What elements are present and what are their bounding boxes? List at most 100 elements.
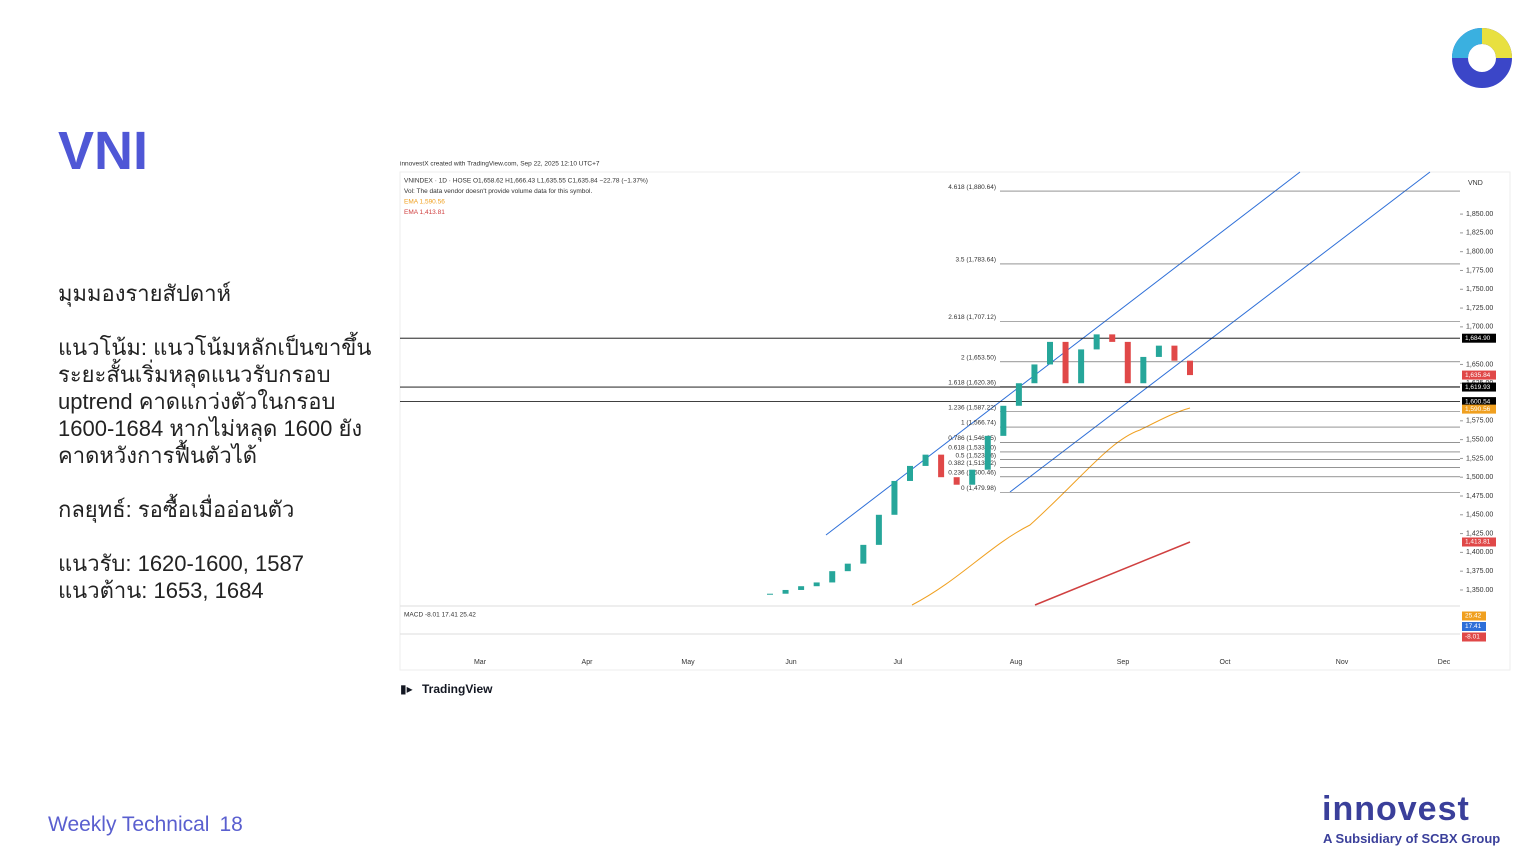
macd-tag-label: 25.42 <box>1465 613 1482 620</box>
price-tag <box>1462 370 1496 380</box>
fib-label: 4.618 (1,880.64) <box>948 184 996 191</box>
legend-line: EMA 1,590.56 <box>404 199 445 206</box>
macd-tag <box>1462 632 1486 642</box>
tagline: A Subsidiary of SCBX Group <box>1323 831 1501 846</box>
candle <box>829 571 836 583</box>
chart-frame <box>399 171 1511 671</box>
channel-line <box>1009 171 1431 493</box>
candle <box>969 469 976 485</box>
macd-tag-label: -8.01 <box>1465 634 1480 641</box>
ema-line <box>1034 541 1191 606</box>
y-tick-label: 1,475.00 <box>1466 493 1493 500</box>
y-tick-label: 1,450.00 <box>1466 512 1493 519</box>
candle <box>1187 360 1193 376</box>
x-tick-label: Dec <box>1438 659 1451 666</box>
y-tick-label: 1,725.00 <box>1466 305 1493 312</box>
paragraph: มุมมองรายสัปดาห์ <box>58 281 232 306</box>
y-tick-label: 1,525.00 <box>1466 455 1493 462</box>
candle <box>813 582 820 587</box>
price-tag <box>1462 537 1496 547</box>
candle <box>1000 405 1007 436</box>
price-tag-label: 1,684.90 <box>1465 335 1491 342</box>
macd-tag <box>1462 622 1486 631</box>
candle <box>984 435 991 470</box>
y-tick-label: 1,825.00 <box>1466 230 1493 237</box>
y-tick-label: 1,650.00 <box>1466 361 1493 368</box>
price-tag-label: 1,619.93 <box>1465 384 1491 391</box>
candle <box>767 593 773 595</box>
price-tag <box>1462 404 1496 414</box>
fib-label: 0.786 (1,546.35) <box>948 435 996 442</box>
currency: VND <box>1468 180 1483 187</box>
y-tick-label: 1,375.00 <box>1466 568 1493 575</box>
x-tick-label: Sep <box>1117 659 1130 666</box>
paragraph: กลยุทธ์: รอซื้อเมื่ออ่อนตัว <box>58 497 295 522</box>
fib-label: 1.236 (1,587.22) <box>948 404 996 411</box>
candle <box>953 477 960 485</box>
y-tick-label: 1,850.00 <box>1466 211 1493 218</box>
y-tick-label: 1,350.00 <box>1466 587 1493 594</box>
footer: Weekly Technical 18 <box>48 813 243 837</box>
logo-arc <box>1481 28 1512 59</box>
fib-label: 0.382 (1,513.12) <box>948 460 996 467</box>
candle <box>891 480 898 515</box>
price-tag-label: 1,635.84 <box>1465 372 1491 379</box>
candle <box>1062 341 1069 384</box>
candle <box>922 454 929 466</box>
x-tick-label: Mar <box>474 659 487 666</box>
y-tick-label: 1,550.00 <box>1466 436 1493 443</box>
candle <box>938 454 945 478</box>
x-tick-label: Aug <box>1010 659 1023 666</box>
candle <box>798 586 805 590</box>
y-tick-label: 1,425.00 <box>1466 530 1493 537</box>
fib-label: 3.5 (1,783.64) <box>956 257 996 264</box>
candle <box>844 563 851 572</box>
macd-tag-label: 17.41 <box>1465 623 1482 630</box>
chart-header: innovestX created with TradingView.com, … <box>400 161 600 168</box>
fib-label: 2.618 (1,707.12) <box>948 314 996 321</box>
watermark-logo: ▮▸ <box>400 682 413 696</box>
title: VNI <box>58 121 149 181</box>
candle <box>1109 334 1116 342</box>
x-tick-label: Nov <box>1336 659 1349 666</box>
candle <box>1093 334 1100 350</box>
y-tick-label: 1,575.00 <box>1466 418 1493 425</box>
legend-line: VNINDEX · 1D · HOSE O1,658.62 H1,666.43 … <box>404 178 648 185</box>
paragraph: แนวโน้ม: แนวโน้มหลักเป็นขาขึ้น ระยะสั้นเ… <box>58 335 372 468</box>
y-tick-label: 1,500.00 <box>1466 474 1493 481</box>
y-tick-label: 1,400.00 <box>1466 549 1493 556</box>
price-tag <box>1462 397 1496 407</box>
x-tick-label: Jun <box>785 659 796 666</box>
x-tick-label: May <box>681 659 695 666</box>
fib-label: 2 (1,653.50) <box>961 355 996 362</box>
y-tick-label: 1,775.00 <box>1466 267 1493 274</box>
candle <box>1015 383 1022 406</box>
fib-label: 0.5 (1,523.36) <box>956 452 996 459</box>
y-tick-label: 1,750.00 <box>1466 286 1493 293</box>
brand: innovest <box>1322 790 1470 828</box>
footer-label: Weekly Technical <box>48 813 210 836</box>
page-number: 18 <box>219 813 243 836</box>
candle <box>860 544 867 564</box>
candle <box>1140 356 1147 384</box>
price-tag-label: 1,600.54 <box>1465 398 1491 405</box>
y-tick-label: 1,800.00 <box>1466 249 1493 256</box>
fib-label: 0.618 (1,533.60) <box>948 445 996 452</box>
logo-arc <box>1452 28 1483 59</box>
legend-line: EMA 1,413.81 <box>404 209 445 216</box>
candle <box>1031 364 1038 384</box>
fib-label: 0 (1,479.98) <box>961 485 996 492</box>
candle <box>1171 345 1178 361</box>
price-tag <box>1462 382 1496 392</box>
ema-line <box>911 407 1191 606</box>
candle <box>1047 341 1053 365</box>
y-tick-label: 1,700.00 <box>1466 324 1493 331</box>
price-tag-label: 1,413.81 <box>1465 539 1491 546</box>
paragraph: แนวรับ: 1620-1600, 1587 แนวต้าน: 1653, 1… <box>58 551 304 603</box>
candle <box>1155 345 1162 357</box>
price-tag-label: 1,590.56 <box>1465 406 1491 413</box>
body: มุมมองรายสัปดาห์ แนวโน้ม: แนวโน้มหลักเป็… <box>58 280 388 631</box>
macd-tag <box>1462 611 1486 621</box>
